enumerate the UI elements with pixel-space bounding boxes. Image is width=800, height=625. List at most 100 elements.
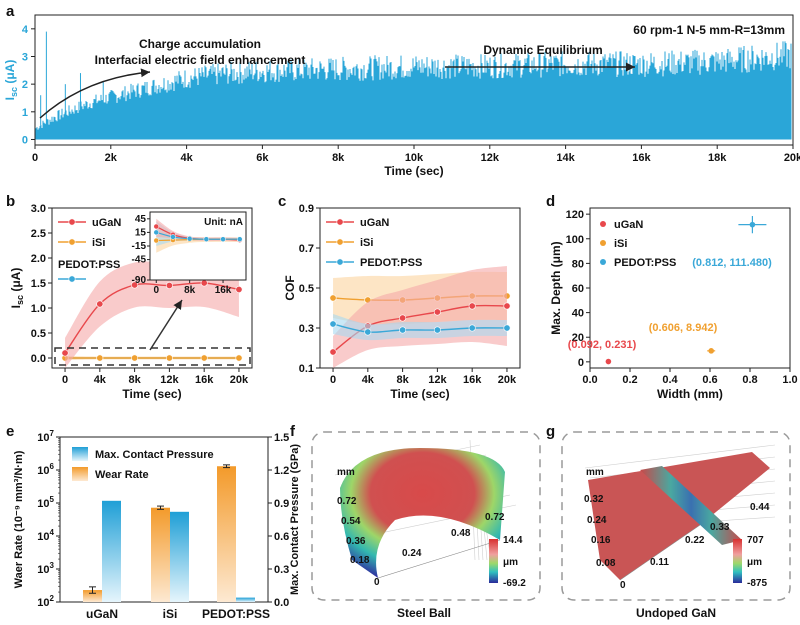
panel-b-ytick-label: 1.5 (31, 278, 46, 290)
panel-e-legend-swatch-pressure (72, 447, 88, 461)
panel-b-point (61, 349, 69, 357)
panel-g-colorbar-max: 707 (747, 535, 764, 546)
panel-b-point (165, 281, 173, 289)
panel-d-xtick-label: 0.6 (702, 374, 717, 386)
panel-c-ytick-label: 0.3 (299, 323, 314, 335)
panel-letter-d: d (546, 193, 556, 210)
panel-g-xtick-label: 0.44 (750, 502, 770, 513)
panel-g-grid (584, 444, 776, 469)
panel-b-inset-point (153, 237, 160, 244)
panel-f-axis (377, 539, 501, 579)
panel-c-xtick-label: 16k (463, 374, 482, 386)
panel-b-inset-band (156, 230, 240, 253)
panel-a-condition: 60 rpm-1 N-5 mm-R=13mm (633, 23, 785, 37)
panel-g-xtick-label: 0.11 (650, 557, 669, 568)
panel-b-inset-ytick-label: 45 (135, 214, 147, 225)
panel-b-point (131, 354, 139, 362)
panel-g-colorbar-min: -875 (747, 578, 767, 589)
panel-c-legend-pedot-label: PEDOT:PSS (360, 257, 422, 269)
panel-f-colorbar (489, 539, 498, 583)
panel-c-legend-ugan-label: uGaN (360, 217, 389, 229)
panel-e-right-tick-label: 0.3 (274, 564, 289, 576)
panel-c-xtick-label: 12k (428, 374, 447, 386)
panel-f-ztick-label: 0.54 (341, 516, 361, 527)
panel-b-ytick-label: 0.0 (31, 353, 46, 365)
panel-b-xtick-label: 0 (62, 374, 68, 386)
panel-c-ylabel: COF (283, 275, 297, 300)
panel-c-ytick-label: 0.7 (299, 243, 314, 255)
panel-c-ytick-label: 0.9 (299, 203, 314, 215)
panel-b-ytick-label: 2.5 (31, 228, 46, 240)
panel-d-point-label: (0.092, 0.231) (568, 339, 637, 351)
panel-b-xtick-label: 8k (128, 374, 141, 386)
panel-b-highlight-box (54, 347, 251, 366)
panel-b-inset-xtick-label: 0 (153, 285, 159, 296)
panel-a-xtick-label: 16k (632, 152, 651, 164)
panel-d-xlabel: Width (mm) (657, 387, 723, 401)
panel-d-ytick-label: 0 (578, 357, 584, 369)
panel-d-point-isi (708, 348, 714, 354)
panel-letter-f: f (290, 423, 295, 440)
panel-c-point (329, 320, 337, 328)
panel-letter-c: c (278, 193, 287, 210)
panel-e-right-tick-label: 0.0 (274, 597, 289, 609)
panel-b-legend-isi-marker (68, 238, 76, 246)
panel-f-ztick-label: 0 (374, 577, 380, 588)
panel-e-category-label: uGaN (86, 607, 118, 621)
panel-b-inset-point (170, 234, 176, 240)
panel-a-xtick-label: 12k (481, 152, 500, 164)
panel-c-point (433, 326, 441, 334)
panel-d-ytick-label: 100 (566, 234, 584, 246)
panel-g-unit: mm (586, 467, 604, 478)
panel-d-ytick-label: 80 (572, 258, 584, 270)
panel-c-xlabel: Time (sec) (390, 387, 449, 401)
panel-f-ztick-label: 0.18 (350, 555, 370, 566)
panel-a-xtick-label: 6k (256, 152, 269, 164)
panel-e-legend-wear: Wear Rate (95, 469, 149, 481)
panel-g-colorbar (733, 539, 742, 583)
panel-a-xtick-label: 8k (332, 152, 345, 164)
panel-g-dashed-frame (561, 431, 791, 601)
panel-a-arrow-left (39, 68, 151, 119)
panel-e-bar-contact-pressure (170, 511, 189, 602)
panel-b-inset-point (153, 229, 160, 236)
panel-a-isc-signal (35, 41, 792, 140)
panel-c-point (433, 308, 441, 316)
panel-f-xtick-label: 0.24 (402, 548, 422, 559)
panel-g-axis (619, 524, 701, 581)
panel-b-point (235, 354, 243, 362)
panel-b-ylabel: Isc (μA) (9, 268, 25, 309)
panel-b-legend-pedot-label: PEDOT:PSS (58, 259, 120, 271)
panel-letter-b: b (6, 193, 16, 210)
panel-b-zoom-arrow (149, 299, 183, 351)
panel-e-ylabel-right: Max. Contact Pressure (GPa) (289, 444, 301, 595)
panel-b-inset-ytick-label: -90 (132, 275, 147, 286)
panel-c-point (364, 328, 372, 336)
panel-e-left-tick-label: 106 (37, 462, 54, 477)
panel-a-annotation-field: Interfacial electric field enhancement (95, 53, 306, 67)
panel-f-colorbar-unit: μm (503, 557, 518, 568)
panel-b-xtick-label: 16k (195, 374, 214, 386)
panel-e-ylabel-left: Waer Rate (10⁻⁹ mm³/N·m) (13, 450, 25, 588)
panel-f-colorbar-min: -69.2 (503, 578, 526, 589)
panel-g-wear-groove (640, 466, 742, 545)
panel-letter-e: e (6, 423, 15, 440)
panel-g-ztick-label: 0.08 (596, 558, 616, 569)
panel-d-ylabel: Max. Depth (μm) (549, 241, 563, 334)
panel-a-xtick-label: 14k (556, 152, 575, 164)
panel-d-ytick-label: 120 (566, 209, 584, 221)
panel-c-xtick-label: 0 (330, 374, 336, 386)
panel-a-ylabel: Isc (μA) (3, 60, 19, 101)
panel-b-ytick-label: 3.0 (31, 203, 46, 215)
panel-c-legend-isi-marker (336, 238, 344, 246)
panel-b-point (235, 285, 243, 293)
panel-f-caption: Steel Ball (397, 606, 451, 620)
panel-e-left-tick-label: 104 (37, 528, 54, 543)
panel-a-xtick-label: 20k (784, 152, 800, 164)
panel-a-annotation-charge: Charge accumulation (139, 37, 261, 51)
panel-b-xtick-label: 12k (160, 374, 179, 386)
panel-d-xtick-label: 0.2 (622, 374, 637, 386)
panel-d-legend-marker (600, 259, 606, 265)
panel-c-point (503, 302, 511, 310)
